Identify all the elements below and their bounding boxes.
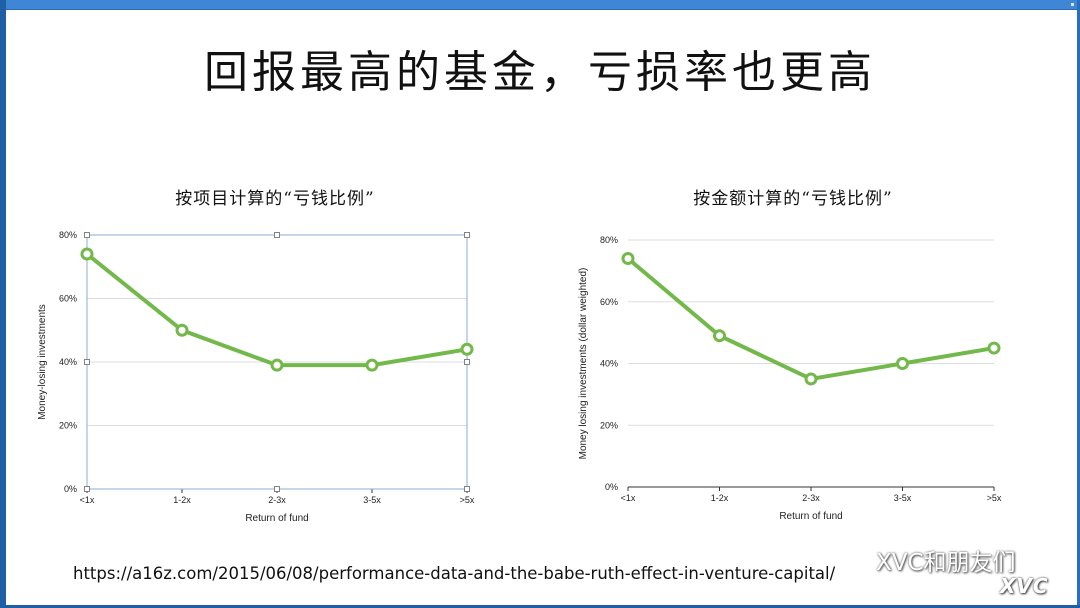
watermark-text: XVC和朋友们: [876, 550, 1016, 576]
y-tick-label: 0%: [64, 484, 77, 494]
resize-handle: [464, 232, 470, 238]
y-tick-label: 80%: [59, 230, 77, 240]
window-top-bar: [0, 0, 1080, 10]
window-dot: [1071, 3, 1074, 6]
y-tick-label: 80%: [600, 235, 618, 245]
data-point: [621, 252, 635, 266]
chart-1-title: 按项目计算的“亏钱比例”: [175, 189, 375, 209]
data-point: [460, 342, 474, 356]
x-tick-label: 1-2x: [173, 495, 191, 505]
y-tick-label: 60%: [59, 294, 77, 304]
x-tick-label: 1-2x: [711, 493, 729, 503]
y-tick-label: 20%: [59, 421, 77, 431]
resize-handle: [84, 359, 90, 365]
window-left-border: [0, 0, 6, 608]
y-tick-label: 0%: [605, 482, 618, 492]
data-point: [175, 323, 189, 337]
slide-title: 回报最高的基金，亏损率也更高: [204, 47, 876, 98]
x-tick-label: 3-5x: [363, 495, 381, 505]
window-right-border: [1077, 0, 1080, 608]
x-tick-label: >5x: [460, 495, 475, 505]
y-axis-label: Money-losing investments: [37, 304, 48, 420]
window-bottom-border: [0, 605, 1080, 608]
y-tick-label: 60%: [600, 297, 618, 307]
watermark-brand: XVC: [1000, 574, 1049, 598]
data-point: [713, 329, 726, 343]
resize-handle: [464, 486, 470, 492]
x-tick-label: >5x: [987, 493, 1002, 503]
y-tick-label: 20%: [600, 420, 618, 430]
resize-handle: [84, 232, 90, 238]
resize-handle: [464, 359, 470, 365]
x-axis-label: Return of fund: [779, 511, 842, 522]
chart-2-title: 按金额计算的“亏钱比例”: [693, 189, 893, 209]
y-tick-label: 40%: [600, 359, 618, 369]
data-point: [804, 372, 818, 386]
x-tick-label: <1x: [621, 493, 636, 503]
resize-handle: [274, 486, 280, 492]
resize-handle: [84, 486, 90, 492]
data-point: [80, 247, 94, 261]
x-tick-label: <1x: [80, 495, 95, 505]
series-line: [626, 256, 995, 381]
data-point: [270, 358, 284, 372]
wechat-icon: [839, 549, 870, 570]
x-tick-label: 3-5x: [894, 493, 912, 503]
source-url[interactable]: https://a16z.com/2015/06/08/performance-…: [73, 564, 836, 583]
x-axis-label: Return of fund: [245, 513, 308, 524]
data-point: [896, 357, 909, 370]
x-tick-label: 2-3x: [802, 493, 820, 503]
data-point: [365, 358, 379, 372]
y-tick-label: 40%: [59, 357, 77, 367]
y-axis-label: Money losing investments (dollar weighte…: [578, 268, 589, 460]
data-point: [987, 341, 1001, 355]
resize-handle: [274, 232, 280, 238]
x-tick-label: 2-3x: [268, 495, 286, 505]
